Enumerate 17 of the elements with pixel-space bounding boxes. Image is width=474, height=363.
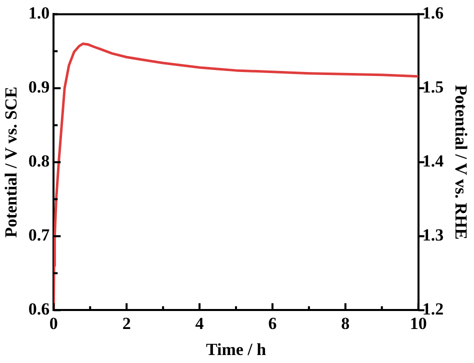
x-tick-label: 0 bbox=[49, 314, 58, 333]
x-tick-label: 8 bbox=[341, 314, 350, 333]
y-tick-label: 0.7 bbox=[28, 226, 50, 245]
y2-tick-label: 1.3 bbox=[422, 226, 444, 245]
y2-tick-label: 1.6 bbox=[422, 4, 444, 23]
y2-tick-label: 1.4 bbox=[422, 152, 444, 171]
y-tick-label: 0.8 bbox=[28, 152, 50, 171]
x-tick-label: 4 bbox=[195, 314, 204, 333]
x-axis-title: Time / h bbox=[206, 340, 267, 360]
y2-tick-label: 1.5 bbox=[422, 78, 444, 97]
y2-axis-title: Potential / V vs. RHE bbox=[451, 84, 470, 240]
y-tick-label: 0.6 bbox=[28, 300, 50, 319]
y-tick-label: 1.0 bbox=[28, 4, 50, 23]
y-axis-title: Potential / V vs. SCE bbox=[2, 86, 21, 238]
x-tick-label: 2 bbox=[122, 314, 131, 333]
y-tick-label: 0.9 bbox=[28, 78, 50, 97]
x-tick-label: 6 bbox=[268, 314, 277, 333]
